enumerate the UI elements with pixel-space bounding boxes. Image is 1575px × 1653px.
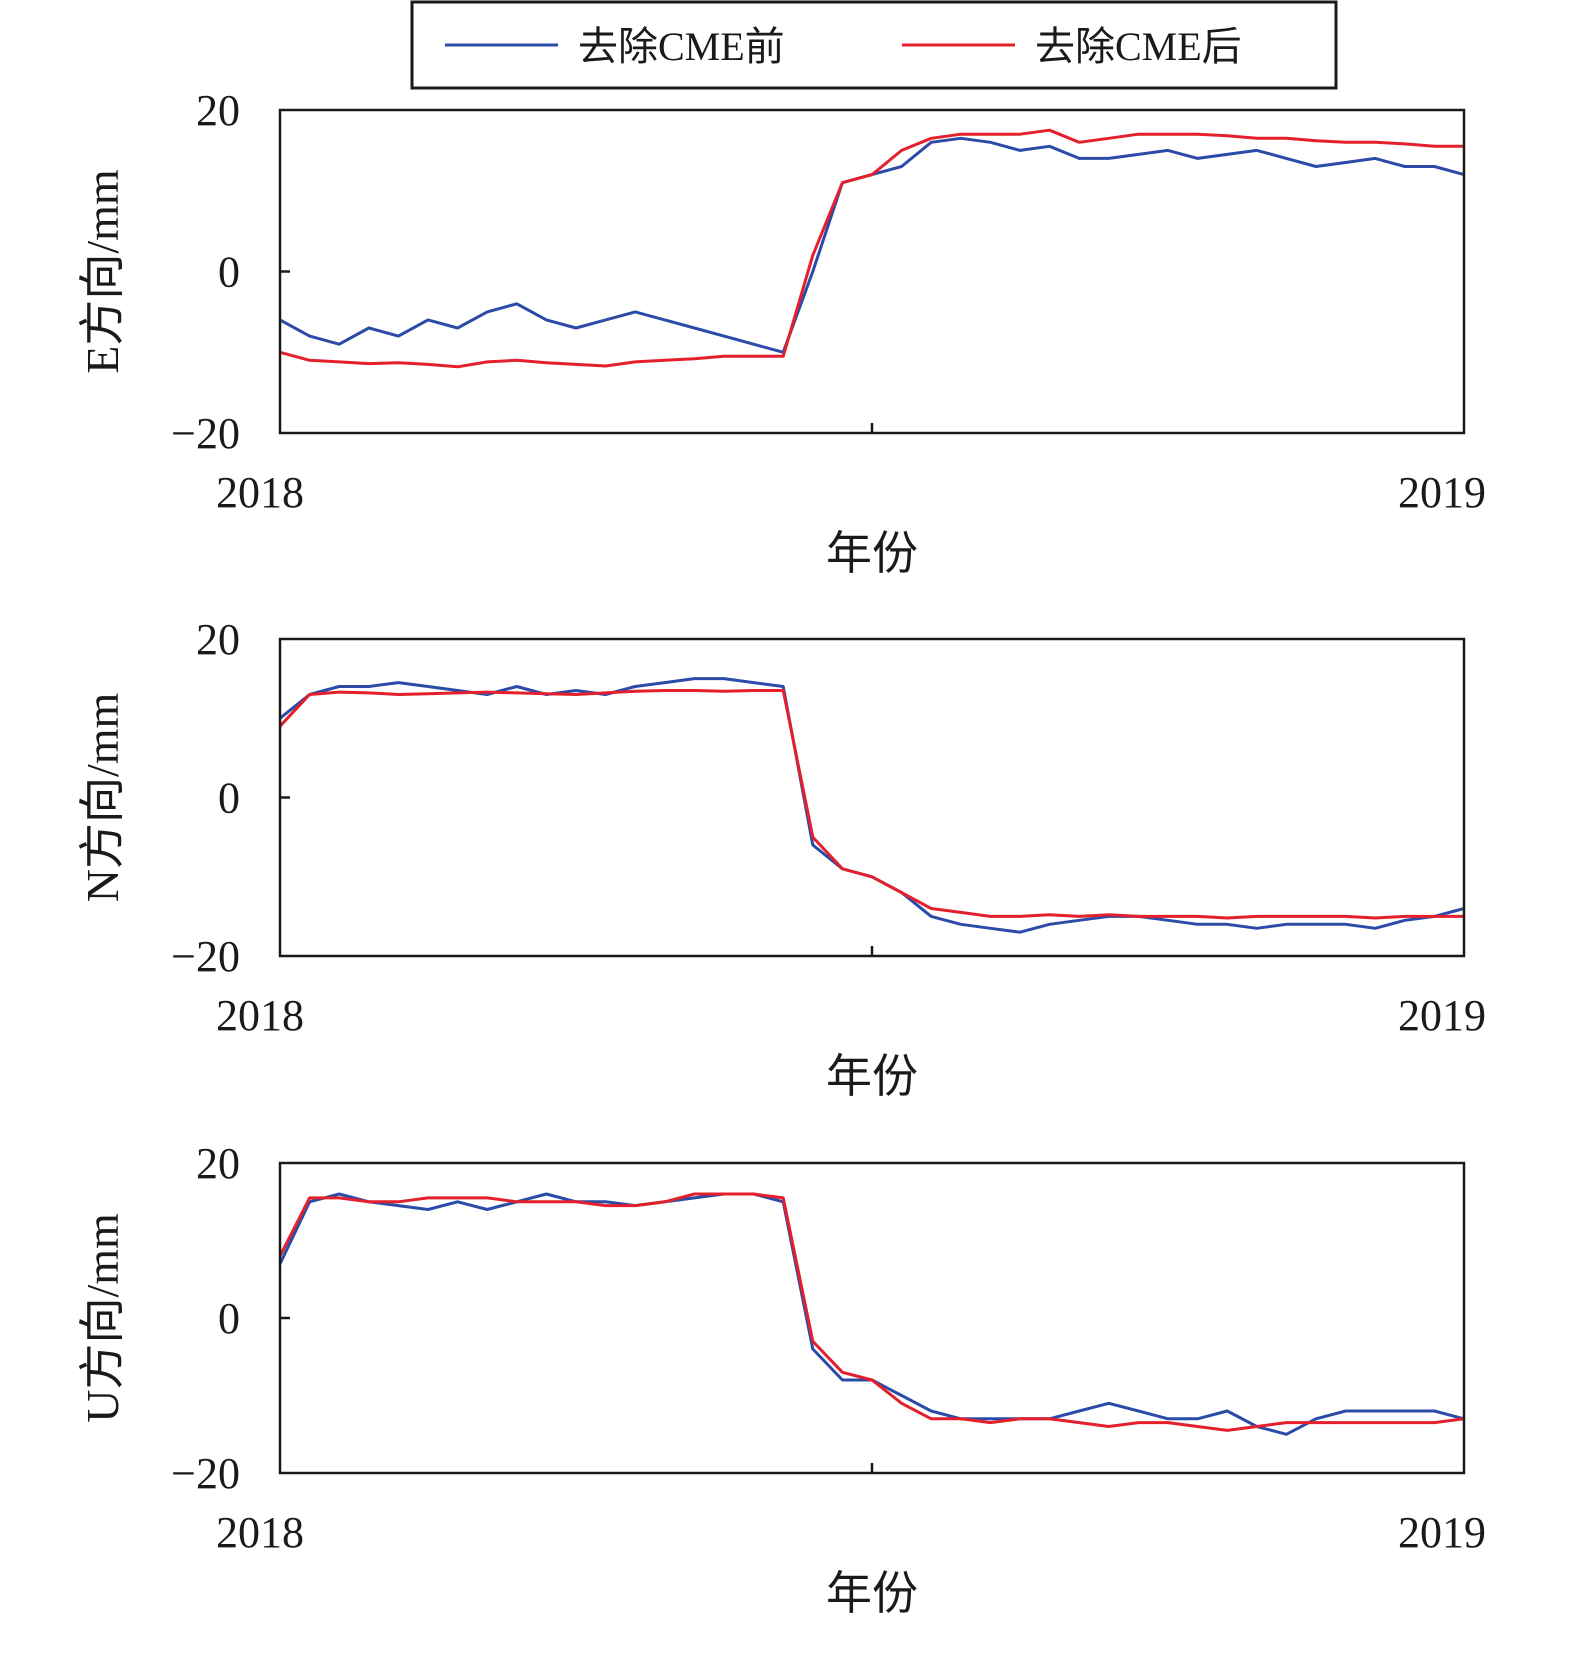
series-line-after: [278, 689, 1464, 920]
legend: 去除CME前 去除CME后: [410, 0, 1338, 90]
series-line-after: [278, 1192, 1465, 1432]
y-tick-label: 0: [218, 248, 240, 297]
y-axis-label: E方向/mm: [77, 169, 128, 374]
panel-1: 20 0 −20 2018 2019 年份 N方向/mm: [77, 615, 1486, 1102]
y-tick-label: 20: [196, 615, 240, 664]
plot-frame: [278, 1161, 1466, 1475]
y-tick-label: −20: [171, 1449, 240, 1498]
plot-frame: [278, 637, 1466, 958]
y-tick-label: 20: [196, 1139, 240, 1188]
y-tick-label: 20: [196, 86, 240, 135]
x-axis-label: 年份: [826, 1051, 918, 1102]
x-tick-label: 2019: [1398, 468, 1486, 517]
series-line-after: [279, 128, 1464, 369]
x-axis-label: 年份: [826, 1568, 918, 1619]
y-tick-label: −20: [171, 932, 240, 981]
x-tick-label: 2018: [216, 468, 304, 517]
series-line-before: [279, 136, 1465, 354]
y-tick-label: 0: [218, 774, 240, 823]
series-line-before: [279, 677, 1465, 934]
series-line-before: [278, 1192, 1465, 1436]
y-axis-label: U方向/mm: [77, 1213, 128, 1423]
y-tick-label: 0: [218, 1294, 240, 1343]
legend-label-before: 去除CME前: [578, 24, 785, 69]
x-tick-label: 2019: [1398, 991, 1486, 1040]
x-axis-label: 年份: [826, 528, 918, 579]
y-tick-label: −20: [171, 409, 240, 458]
panel-0: 20 0 −20 2018 2019 年份 E方向/mm: [77, 86, 1486, 579]
x-tick-label: 2019: [1398, 1508, 1486, 1557]
x-tick-label: 2018: [216, 991, 304, 1040]
legend-label-after: 去除CME后: [1035, 24, 1242, 69]
legend-box: [410, 0, 1338, 90]
panel-2: 20 0 −20 2018 2019 年份 U方向/mm: [77, 1139, 1486, 1619]
x-tick-label: 2018: [216, 1508, 304, 1557]
y-axis-label: N方向/mm: [77, 693, 128, 903]
